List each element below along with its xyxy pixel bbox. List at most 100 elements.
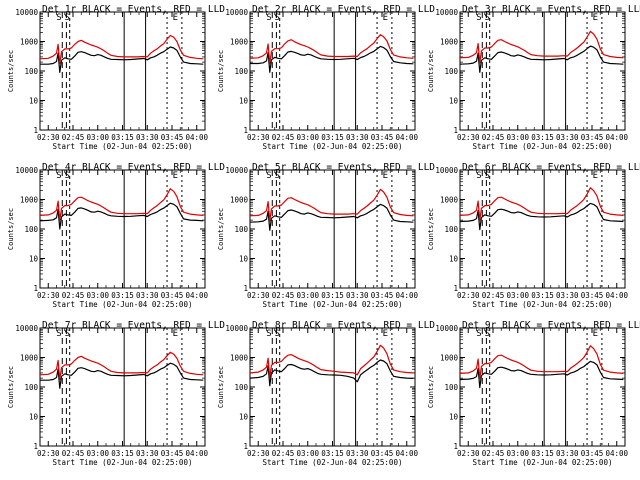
x-tick-label: 04:00 bbox=[185, 291, 208, 300]
saa-mark: E bbox=[383, 171, 388, 181]
y-tick-label: 1000 bbox=[20, 196, 39, 205]
x-tick-label: 04:00 bbox=[605, 449, 628, 458]
saa-mark: E bbox=[383, 13, 388, 23]
x-tick-label: 03:15 bbox=[111, 133, 134, 142]
series-line-events bbox=[249, 359, 414, 387]
saa-mark: E bbox=[593, 171, 598, 181]
x-tick-label: 02:30 bbox=[247, 449, 270, 458]
x-tick-label: 02:45 bbox=[482, 291, 505, 300]
panel-det-6: Det 6r BLACK = Events, RED = LLD 1 10 100 10… bbox=[427, 162, 640, 309]
x-tick-label: 02:45 bbox=[272, 291, 295, 300]
x-tick-label: 03:00 bbox=[506, 449, 529, 458]
x-tick-label: 03:15 bbox=[321, 133, 344, 142]
x-tick-label: 03:15 bbox=[531, 133, 554, 142]
y-tick-label: 100 bbox=[24, 383, 38, 392]
series-line-lld bbox=[459, 187, 624, 221]
series-line-lld bbox=[39, 351, 204, 381]
panel-det-3: Det 3r BLACK = Events, RED = LLD 1 10 100 10… bbox=[427, 4, 640, 151]
saa-mark: S bbox=[266, 171, 271, 181]
x-tick-label: 02:45 bbox=[62, 291, 85, 300]
x-tick-label: 03:15 bbox=[531, 449, 554, 458]
y-tick-label: 1000 bbox=[230, 38, 249, 47]
x-tick-label: 04:00 bbox=[605, 291, 628, 300]
y-tick-label: 10000 bbox=[15, 166, 38, 175]
y-tick-label: 1 bbox=[453, 284, 458, 293]
x-axis-label: Start Time (02-Jun-04 02:25:00) bbox=[473, 300, 613, 309]
y-tick-label: 1 bbox=[453, 126, 458, 135]
y-tick-label: 1000 bbox=[20, 38, 39, 47]
y-tick-label: 10 bbox=[239, 255, 249, 264]
x-tick-label: 03:00 bbox=[506, 133, 529, 142]
x-tick-label: 03:45 bbox=[581, 449, 604, 458]
saa-mark: S bbox=[476, 329, 481, 339]
plot-frame bbox=[249, 11, 416, 131]
x-tick-label: 03:30 bbox=[346, 291, 369, 300]
x-axis-label: Start Time (02-Jun-04 02:25:00) bbox=[263, 142, 403, 151]
x-tick-label: 04:00 bbox=[605, 133, 628, 142]
y-axis-label: Counts/sec bbox=[7, 208, 15, 250]
saa-mark: S bbox=[485, 13, 490, 23]
saa-mark: S bbox=[56, 171, 61, 181]
series-line-events bbox=[249, 203, 414, 231]
series-line-events bbox=[459, 360, 624, 389]
panel-title: Det 1r BLACK = Events, RED = LLD bbox=[42, 4, 225, 15]
saa-mark: S bbox=[476, 13, 481, 23]
x-tick-label: 03:45 bbox=[161, 133, 184, 142]
y-tick-label: 1 bbox=[33, 126, 38, 135]
series-line-lld bbox=[249, 344, 414, 379]
x-tick-label: 03:45 bbox=[371, 291, 394, 300]
y-tick-label: 100 bbox=[444, 225, 458, 234]
y-tick-label: 10000 bbox=[225, 166, 248, 175]
x-tick-label: 02:30 bbox=[37, 291, 60, 300]
x-tick-label: 04:00 bbox=[185, 449, 208, 458]
x-tick-label: 04:00 bbox=[395, 449, 418, 458]
panel-det-1: Det 1r BLACK = Events, RED = LLD 1 10 100 10… bbox=[7, 4, 225, 151]
series-line-lld bbox=[39, 34, 204, 65]
x-tick-label: 04:00 bbox=[185, 133, 208, 142]
y-tick-label: 10 bbox=[449, 413, 459, 422]
y-tick-label: 10 bbox=[239, 97, 249, 106]
x-tick-label: 02:45 bbox=[482, 449, 505, 458]
x-tick-label: 02:30 bbox=[457, 291, 480, 300]
x-tick-label: 03:00 bbox=[86, 133, 109, 142]
plot-frame bbox=[249, 169, 416, 289]
y-tick-label: 1 bbox=[243, 126, 248, 135]
x-axis-label: Start Time (02-Jun-04 02:25:00) bbox=[263, 300, 403, 309]
series-line-events bbox=[459, 45, 624, 73]
x-tick-label: 02:30 bbox=[37, 133, 60, 142]
y-axis-label: Counts/sec bbox=[217, 366, 225, 408]
x-tick-label: 03:15 bbox=[111, 449, 134, 458]
x-tick-label: 03:30 bbox=[136, 449, 159, 458]
saa-mark: S bbox=[266, 13, 271, 23]
saa-mark: S bbox=[65, 171, 70, 181]
y-tick-label: 10 bbox=[449, 97, 459, 106]
x-tick-label: 04:00 bbox=[395, 133, 418, 142]
panel-title: Det 8r BLACK = Events, RED = LLD bbox=[252, 320, 435, 331]
x-tick-label: 02:30 bbox=[37, 449, 60, 458]
y-tick-label: 1 bbox=[243, 442, 248, 451]
x-tick-label: 02:45 bbox=[272, 449, 295, 458]
saa-mark: S bbox=[65, 13, 70, 23]
panel-title: Det 6r BLACK = Events, RED = LLD bbox=[462, 162, 640, 173]
x-tick-label: 03:45 bbox=[581, 133, 604, 142]
x-tick-label: 03:00 bbox=[506, 291, 529, 300]
panel-det-7: Det 7r BLACK = Events, RED = LLD 1 10 100 10… bbox=[7, 320, 225, 467]
y-tick-label: 1000 bbox=[230, 354, 249, 363]
saa-mark: S bbox=[65, 329, 70, 339]
saa-mark: S bbox=[266, 329, 271, 339]
y-tick-label: 10000 bbox=[435, 8, 458, 17]
x-tick-label: 03:30 bbox=[346, 449, 369, 458]
saa-mark: S bbox=[56, 329, 61, 339]
x-tick-label: 03:30 bbox=[556, 449, 579, 458]
series-line-lld bbox=[39, 188, 204, 221]
x-tick-label: 03:45 bbox=[161, 291, 184, 300]
saa-mark: S bbox=[485, 329, 490, 339]
y-tick-label: 10000 bbox=[435, 324, 458, 333]
y-tick-label: 1000 bbox=[440, 38, 459, 47]
y-tick-label: 10000 bbox=[225, 8, 248, 17]
series-line-events bbox=[459, 202, 624, 231]
x-tick-label: 03:15 bbox=[531, 291, 554, 300]
saa-mark: E bbox=[173, 13, 178, 23]
y-tick-label: 100 bbox=[444, 67, 458, 76]
y-tick-label: 1000 bbox=[440, 354, 459, 363]
